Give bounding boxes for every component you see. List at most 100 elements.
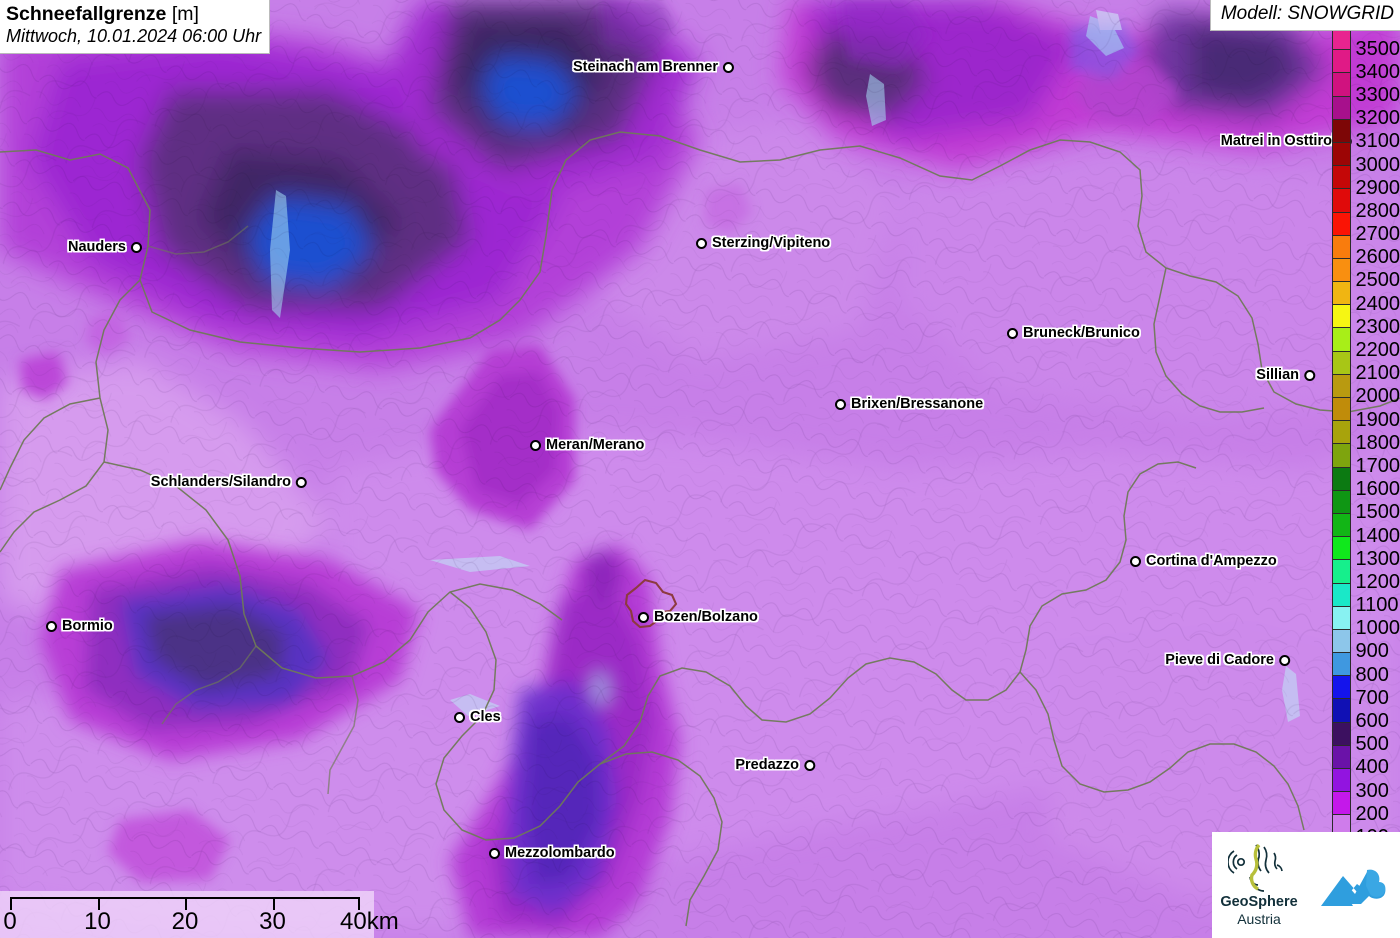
- city-dot-icon: [489, 847, 500, 859]
- city-marker[interactable]: Bozen/Bolzano: [638, 609, 758, 625]
- legend-row: 2500: [1331, 257, 1400, 290]
- city-marker[interactable]: Cortina d'Ampezzo: [1130, 553, 1277, 569]
- legend-swatch: [1331, 512, 1351, 537]
- city-marker[interactable]: Sterzing/Vipiteno: [696, 235, 830, 251]
- legend-swatch: [1331, 397, 1351, 421]
- city-name: Steinach am Brenner: [572, 59, 718, 75]
- city-name: Mezzolombardo: [505, 845, 615, 861]
- legend-row: 1200: [1331, 559, 1400, 592]
- city-marker[interactable]: Mezzolombardo: [489, 845, 615, 861]
- legend-row: 1300: [1331, 536, 1400, 569]
- legend-swatch: [1331, 304, 1351, 328]
- legend-value: 3200: [1355, 107, 1400, 130]
- legend-value: 2400: [1355, 292, 1400, 315]
- parameter-title: Schneefallgrenze [m]: [6, 3, 261, 25]
- city-dot-icon: [835, 398, 846, 410]
- city-dot-icon: [804, 759, 815, 771]
- city-dot-icon: [638, 611, 649, 623]
- legend-swatch: [1331, 652, 1351, 676]
- city-marker[interactable]: Meran/Merano: [530, 437, 644, 453]
- geosphere-country: Austria: [1237, 910, 1281, 927]
- legend-row: 3100: [1331, 118, 1400, 151]
- city-marker[interactable]: Bormio: [46, 618, 113, 634]
- scale-tick: [272, 899, 275, 910]
- legend-swatch: [1331, 443, 1351, 467]
- legend-row: 2800: [1331, 188, 1400, 221]
- legend-swatch: [1331, 49, 1351, 73]
- legend-row: 900: [1331, 628, 1389, 661]
- mountain-cloud-logo[interactable]: [1306, 832, 1400, 938]
- city-dot-icon: [696, 237, 707, 249]
- title-box: Schneefallgrenze [m] Mittwoch, 10.01.202…: [0, 0, 271, 55]
- city-marker[interactable]: Pieve di Cadore: [1165, 652, 1290, 668]
- city-name: Pieve di Cadore: [1165, 652, 1274, 668]
- legend-swatch: [1331, 327, 1351, 351]
- legend-value: 1800: [1355, 431, 1400, 454]
- city-dot-icon: [46, 620, 57, 632]
- city-dot-icon: [296, 476, 307, 488]
- legend-value: 3100: [1355, 130, 1400, 153]
- legend-value: 2000: [1355, 385, 1400, 408]
- city-name: Brixen/Bressanone: [851, 396, 984, 412]
- legend-swatch: [1331, 489, 1351, 513]
- scale-tick: [97, 899, 100, 910]
- scale-tick: [185, 899, 187, 910]
- legend-row: 200: [1331, 791, 1389, 824]
- legend-value: 1600: [1355, 478, 1400, 501]
- parameter-unit: [m]: [171, 3, 199, 25]
- legend-swatch: [1331, 675, 1351, 699]
- city-marker[interactable]: Cles: [454, 709, 501, 725]
- scale-bar-labels: 0 10 20 30 40km: [3, 908, 398, 936]
- legend-swatch: [1331, 559, 1351, 583]
- legend-value: 3000: [1355, 153, 1400, 176]
- legend-swatch: [1331, 257, 1351, 282]
- city-marker[interactable]: Nauders: [68, 239, 142, 255]
- legend-swatch: [1331, 582, 1351, 606]
- legend-row: 3400: [1331, 49, 1400, 82]
- city-name: Bozen/Bolzano: [654, 609, 758, 625]
- legend-value: 300: [1355, 779, 1389, 802]
- legend-value: 1900: [1355, 408, 1400, 431]
- model-box: Modell: SNOWGRID: [1209, 0, 1400, 31]
- city-dot-icon: [1304, 369, 1315, 381]
- city-name: Meran/Merano: [546, 437, 645, 453]
- legend-row: 2700: [1331, 211, 1400, 244]
- legend-swatch: [1331, 721, 1351, 745]
- legend-row: 2400: [1331, 281, 1400, 314]
- legend-value: 1700: [1355, 454, 1400, 477]
- city-name: Nauders: [67, 239, 126, 255]
- legend-swatch: [1331, 211, 1351, 235]
- city-marker[interactable]: Brixen/Bressanone: [835, 396, 983, 412]
- city-marker[interactable]: Schlanders/Silandro: [151, 474, 307, 490]
- legend-swatch: [1331, 373, 1351, 397]
- city-marker[interactable]: Sillian: [1256, 367, 1315, 383]
- legend-value: 1300: [1355, 547, 1400, 570]
- legend-value: 2600: [1355, 246, 1400, 269]
- city-marker[interactable]: Steinach am Brenner: [573, 59, 734, 75]
- scale-label: 10: [84, 908, 111, 935]
- legend-value: 1100: [1355, 594, 1399, 617]
- legend-value: 2200: [1355, 339, 1400, 362]
- legend-row: 1100: [1331, 582, 1399, 615]
- legend-row: 3500: [1331, 26, 1400, 59]
- legend-value: 1200: [1355, 570, 1400, 593]
- city-name: Matrei in Osttirol: [1220, 133, 1336, 149]
- legend-swatch: [1331, 605, 1351, 629]
- legend-row: 2200: [1331, 327, 1400, 360]
- legend-swatch: [1331, 165, 1351, 189]
- legend-row: 1000: [1331, 605, 1400, 638]
- legend-row: 1600: [1331, 466, 1400, 499]
- legend-swatch: [1331, 188, 1351, 212]
- city-marker[interactable]: Bruneck/Brunico: [1007, 325, 1140, 341]
- legend-swatch: [1331, 420, 1351, 444]
- city-marker[interactable]: Predazzo: [735, 757, 815, 773]
- geosphere-austria-logo[interactable]: GeoSphere Austria: [1212, 832, 1306, 938]
- city-dot-icon: [454, 711, 465, 723]
- legend-row: 3300: [1331, 72, 1400, 105]
- city-dot-icon: [1007, 327, 1018, 339]
- scale-label: 30: [259, 908, 286, 935]
- city-name: Bormio: [62, 618, 113, 634]
- legend-row: 700: [1331, 675, 1389, 708]
